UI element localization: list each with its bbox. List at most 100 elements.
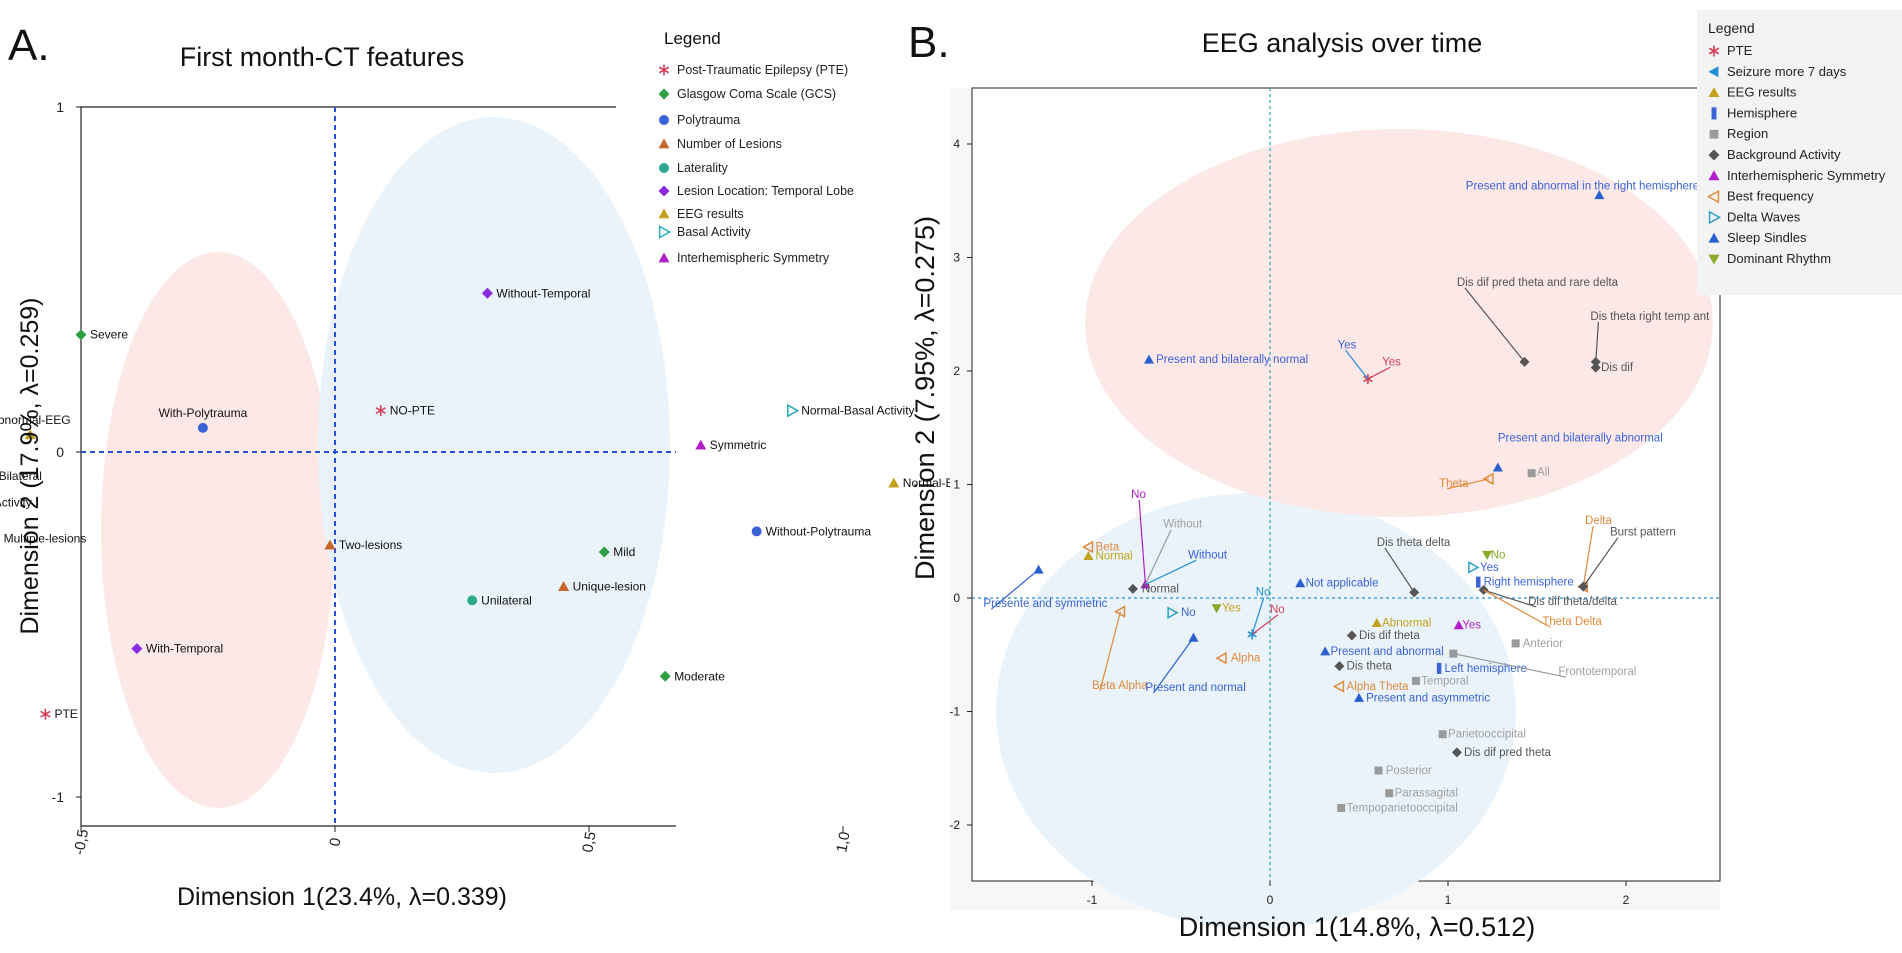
panel-a-legend-title: Legend (664, 29, 721, 48)
legend-label-hemisphere: Hemisphere (1727, 105, 1797, 120)
label-unique-lesion: Unique-lesion (573, 580, 646, 594)
leader-dis-dif-pred-theta-and-rare-delta (1464, 287, 1526, 363)
label-no: No (1181, 607, 1196, 619)
label-alpha: Alpha (1231, 653, 1261, 665)
panel-b-points: Present and abnormal in the right hemisp… (983, 180, 1710, 814)
leader-yes (1367, 366, 1391, 380)
point-anterior (1511, 639, 1520, 648)
panel-a-x-tick-label: 1,0 (833, 830, 853, 853)
label-no: No (1256, 587, 1271, 599)
point-beta (1081, 540, 1094, 554)
leader-dis-theta-right-temp-ant (1595, 321, 1599, 362)
point-parietooccipital (1438, 730, 1447, 739)
label-severe: Severe (90, 328, 128, 342)
point-presente-and-symmetric (1033, 564, 1044, 574)
panel-a-y-tick-label: -1 (52, 789, 65, 805)
legend-label-post-traumatic-epilepsy-pte: Post-Traumatic Epilepsy (PTE) (677, 63, 848, 77)
label-present-and-normal: Present and normal (1145, 682, 1245, 694)
label-dis-theta: Dis theta (1347, 661, 1393, 673)
point-pte (40, 708, 51, 720)
label-yes: Yes (1462, 620, 1481, 632)
legend-marker-seizure-more-7-days (1708, 66, 1719, 78)
label-no-pte: NO-PTE (390, 404, 435, 418)
panel-a-letter: A. (8, 21, 50, 70)
legend-marker-region (1709, 129, 1719, 139)
label-multiple-lesions: Multiple-lesions (4, 531, 87, 545)
label-yes: Yes (1382, 356, 1401, 368)
label-symmetric: Symmetric (710, 438, 767, 452)
point-alpha (1215, 651, 1227, 665)
point-normal-basal-activity (787, 403, 800, 418)
panel-a-y-tick-label: 0 (56, 444, 64, 460)
label-pte: PTE (54, 707, 77, 721)
legend-marker-eeg-results (658, 208, 670, 219)
panel-a-xlabel: Dimension 1(23.4%, λ=0.339) (177, 883, 507, 911)
legend-marker-basal-activity (658, 225, 672, 239)
label-left-hemisphere: Left hemisphere (1444, 663, 1526, 675)
label-dis-theta-delta: Dis theta delta (1377, 537, 1451, 549)
leader-dis-theta-delta (1384, 547, 1415, 593)
label-present-and-asymmetric: Present and asymmetric (1366, 692, 1490, 704)
panel-a-points: Severe Without-Temporal Abnormal-EEG With-P… (0, 286, 971, 721)
label-theta: Theta (1439, 478, 1469, 490)
label-frontotemporal: Frontotemporal (1558, 666, 1636, 678)
legend-label-seizure-more-7-days: Seizure more 7 days (1727, 64, 1847, 79)
legend-label-glasgow-coma-scale-gcs: Glasgow Coma Scale (GCS) (677, 87, 836, 101)
panel-b-y-tick-label: 1 (953, 478, 960, 492)
point-moderate (659, 670, 671, 682)
label-without: Without (1188, 549, 1228, 561)
label-no: No (1270, 604, 1285, 616)
label-dis-dif-theta: Dis dif theta (1359, 630, 1420, 642)
point-abnormal (1371, 617, 1382, 627)
label-theta-delta: Theta Delta (1542, 616, 1602, 628)
leader-no (1251, 614, 1279, 635)
panel-b-x-tick-label: 1 (1445, 893, 1452, 907)
panel-b-ticks: -1 0 1 2 4 3 2 1 0 -1 -2 (949, 137, 1629, 907)
panel-a-title: First month-CT features (180, 42, 465, 72)
point-beta-alpha (1113, 605, 1126, 618)
point-no-pte (375, 405, 386, 417)
point-severe (75, 329, 87, 341)
point-tempoparietooccipital (1337, 803, 1346, 812)
panel-b-y-tick-label: -2 (949, 818, 960, 832)
panel-a-x-tick-label: 0,5 (579, 830, 599, 853)
legend-marker-number-of-lesions (658, 138, 670, 149)
label-delta: Delta (1585, 515, 1612, 527)
panel-b-x-tick-label: -1 (1087, 893, 1098, 907)
label-dis-theta-right-temp-ant: Dis theta right temp ant (1590, 311, 1710, 323)
leader-without (1145, 559, 1197, 585)
legend-label-basal-activity: Basal Activity (677, 225, 751, 239)
point-present-and-asymmetric (1354, 692, 1364, 702)
label-normal: Normal (1096, 550, 1133, 562)
label-normal-basal-activity: Normal-Basal Activity (801, 404, 914, 418)
point-yes (1453, 620, 1464, 630)
label-abnormal-eeg: Abnormal-EEG (0, 413, 71, 427)
point-symmetric (695, 439, 707, 450)
point-right-hemisphere (1476, 576, 1481, 588)
label-no: No (1491, 549, 1506, 561)
label-normal: Normal (1142, 583, 1179, 595)
legend-marker-sleep-sindles (1708, 232, 1720, 243)
label-dis-dif-pred-theta: Dis dif pred theta (1464, 747, 1552, 759)
point-all (1527, 469, 1536, 478)
legend-marker-background-activity (1708, 149, 1720, 161)
legend-label-sleep-sindles: Sleep Sindles (1727, 230, 1807, 245)
leader-delta (1582, 526, 1594, 587)
label-parietooccipital: Parietooccipital (1448, 729, 1526, 741)
leader-no (1251, 597, 1265, 635)
panel-b-letter: B. (908, 18, 950, 67)
legend-marker-polytrauma (659, 115, 669, 125)
point-with-temporal (131, 643, 143, 655)
point-without-polytrauma (751, 526, 762, 537)
legend-marker-delta-waves (1708, 210, 1722, 225)
point-with-polytrauma (197, 422, 208, 433)
point-dis-dif-theta (1346, 630, 1357, 641)
label-two-lesions: Two-lesions (339, 538, 402, 552)
leader-without (1144, 529, 1172, 585)
label-yes: Yes (1222, 603, 1241, 615)
point-parassagital (1385, 789, 1394, 798)
point-alpha-theta (1332, 680, 1345, 693)
label-mild: Mild (613, 545, 635, 559)
panel-a-ylabel: Dimension 2 (17.9%, λ=0.259) (16, 298, 44, 635)
